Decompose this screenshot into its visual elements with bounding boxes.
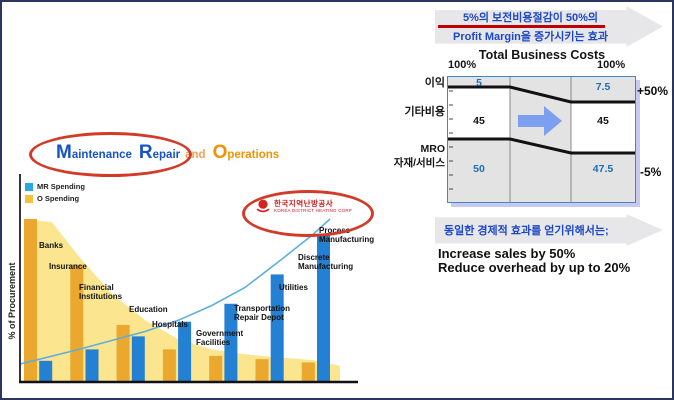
row-label-other-costs: 기타비용 [404, 106, 445, 118]
cost-structure-svg: 5 7.5 45 45 50 47.5 [448, 77, 635, 202]
legend-item-mr-spending: MR Spending [25, 182, 85, 191]
bar-mr-spending [85, 349, 99, 382]
row-label-mro-line2: 자재/서비스 [393, 156, 445, 169]
profit-boundary-line [448, 85, 635, 104]
heating-corp-logo-icon [256, 199, 270, 213]
profit-change-annotation: +50% [637, 84, 669, 98]
chart-legend: MR Spending O Spending [25, 182, 85, 206]
value-mro-after: 47.5 [593, 163, 614, 175]
bar-mr-spending [178, 321, 192, 382]
bar-mr-spending [39, 360, 53, 382]
axis-ticks [449, 90, 453, 190]
bar-o-spending [116, 324, 130, 382]
bar-o-spending [255, 359, 269, 382]
after-column-header: 100% [597, 59, 626, 71]
o-spending-swatch [25, 194, 33, 203]
before-other-costs-band [448, 87, 510, 139]
cost-structure-diagram: 5 7.5 45 45 50 47.5 [447, 76, 636, 203]
conclusion-increase-sales: Increase sales by 50% [438, 246, 576, 261]
conclusion-arrow: 동일한 경제적 효과를 얻기위해서는; [435, 214, 663, 246]
bar-mr-spending [131, 336, 145, 382]
bar-o-spending [70, 264, 84, 382]
value-other-before: 45 [473, 115, 485, 127]
row-label-mro-line1: MRO [420, 143, 446, 155]
mr-spending-swatch [25, 182, 33, 191]
logo-english-name: KOREA DISTRICT HEATING CORP [274, 207, 352, 213]
before-column-header: 100% [448, 59, 477, 71]
logo-korean-name: 한국지역난방공사 [274, 198, 334, 208]
bar-o-spending [301, 362, 315, 382]
red-ellipse-title-annotation [29, 132, 192, 177]
red-ellipse-logo-annotation [242, 190, 374, 237]
bar-o-spending [209, 355, 223, 382]
value-mro-before: 50 [473, 163, 485, 175]
legend-label: O Spending [37, 194, 80, 203]
bar-mr-spending [317, 233, 330, 382]
mro-boundary-line [448, 137, 635, 155]
red-underline [438, 25, 605, 28]
value-profit-before: 5 [476, 77, 482, 89]
korea-district-heating-logo: 한국지역난방공사 KOREA DISTRICT HEATING CORP [256, 199, 352, 213]
after-other-costs-band [571, 102, 635, 153]
diagram-title: Total Business Costs [478, 48, 606, 62]
headline-line2: Profit Margin을 증가시키는 효과 [453, 31, 608, 43]
logo-text: 한국지역난방공사 KOREA DISTRICT HEATING CORP [274, 198, 352, 213]
bar-o-spending [24, 219, 37, 382]
o-spending-area [24, 219, 340, 382]
bar-o-spending [162, 349, 176, 382]
headline-line1: 5%의 보전비용절감이 50%의 [462, 12, 599, 24]
bar-mr-spending [224, 303, 238, 382]
row-label-profit: 이익 [424, 77, 445, 89]
title-operations: perations [227, 149, 280, 161]
value-other-after: 45 [597, 115, 609, 127]
row-label-mro: MRO 자재/서비스 [372, 143, 445, 170]
title-letter-o: O [212, 142, 228, 163]
conclusion-reduce-overhead: Reduce overhead by up to 20% [438, 260, 631, 275]
transition-arrow-icon [518, 106, 562, 136]
legend-label: MR Spending [37, 182, 85, 191]
mr-spending-trend-line [19, 218, 331, 365]
bar-mr-spending [270, 274, 284, 382]
legend-item-o-spending: O Spending [25, 194, 85, 203]
value-profit-after: 7.5 [596, 81, 611, 93]
procurement-bar-chart [19, 174, 358, 384]
mro-change-annotation: -5% [640, 165, 662, 179]
conclusion-arrow-text: 동일한 경제적 효과를 얻기위해서는; [444, 225, 609, 237]
